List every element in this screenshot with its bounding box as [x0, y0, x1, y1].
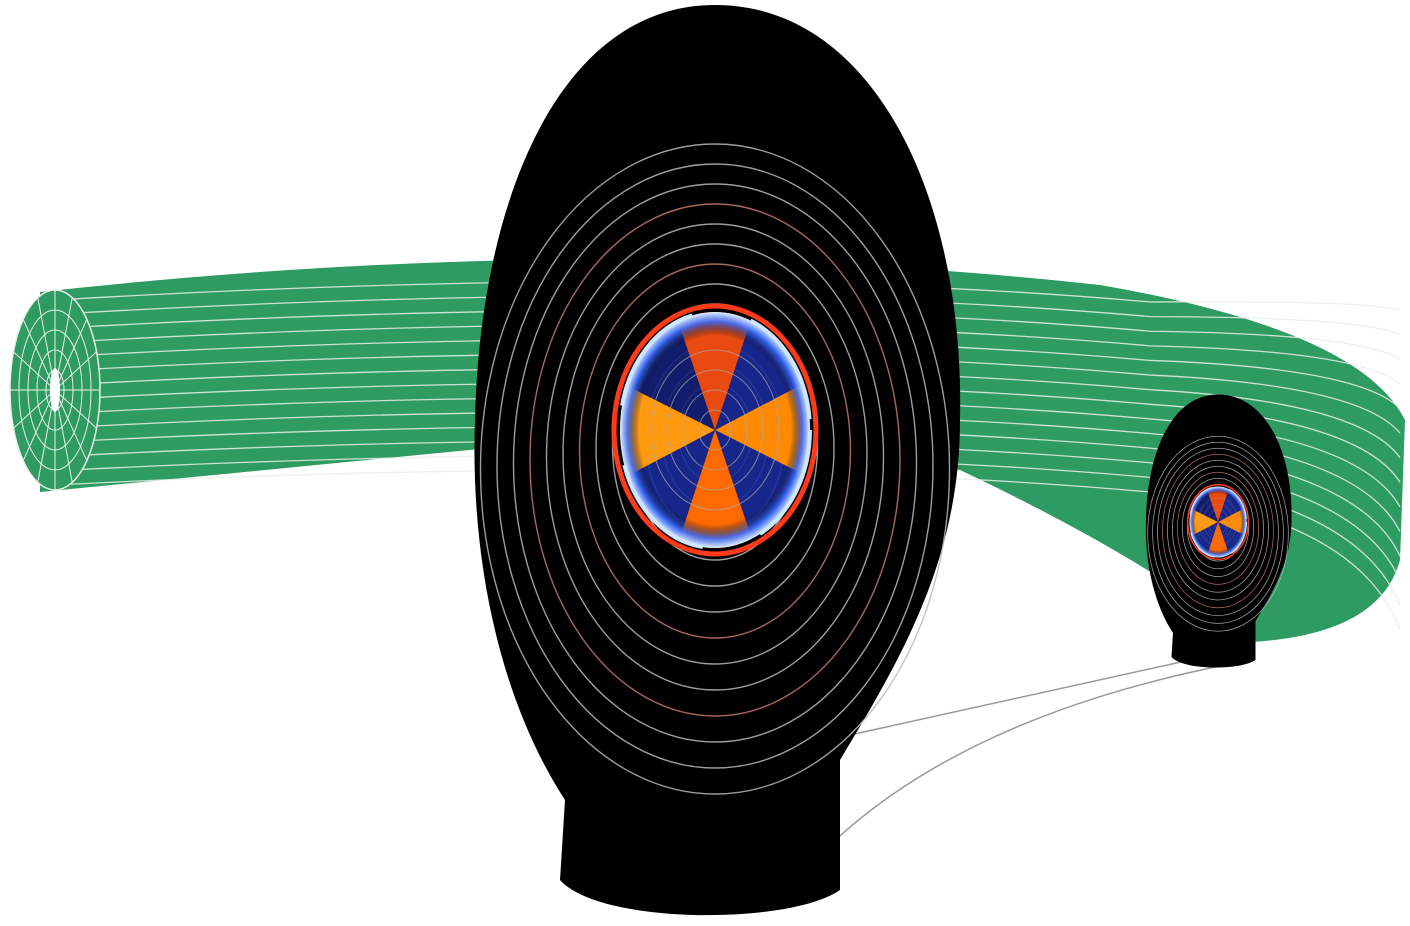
flux-surface [562, 243, 868, 665]
torus-end-spoke [22, 319, 56, 391]
torus-end-spoke [22, 389, 56, 461]
core-surface [1203, 503, 1233, 541]
torus-end-spoke [13, 351, 56, 391]
flux-surface [1181, 477, 1255, 577]
flux-surface [595, 283, 835, 613]
torus-end-spoke [54, 389, 97, 429]
cross-section [1145, 394, 1292, 668]
connector [814, 664, 1226, 861]
core-surface [1198, 497, 1238, 547]
torus-end-spoke [13, 389, 56, 429]
torus-stripe [54, 469, 1401, 631]
torus-end-spoke [54, 351, 97, 391]
mode-ring-red [1186, 484, 1250, 560]
flux-surface [1152, 441, 1284, 624]
flux-surface [578, 263, 852, 639]
mode-ring-blue [618, 310, 812, 550]
flux-surface [545, 223, 885, 691]
core-surface [698, 409, 732, 451]
mode-ring-blue [1188, 485, 1248, 559]
core-surface [1213, 515, 1223, 529]
flux-surface [1172, 465, 1264, 593]
mode-glow [1189, 486, 1247, 558]
torus-body [40, 259, 1405, 642]
flux-surface [529, 203, 901, 717]
torus-end-core [50, 368, 60, 412]
flux-surface [1167, 459, 1269, 601]
flux-surface [1147, 435, 1289, 632]
flux-surface [1176, 471, 1260, 585]
cross-section [474, 5, 961, 916]
core-surface [650, 349, 780, 511]
flux-surface [1157, 447, 1279, 616]
core-surface [682, 389, 748, 471]
core-surface [1208, 509, 1228, 535]
mode-ring-red [611, 303, 819, 557]
torus-end-spoke [54, 389, 88, 461]
flux-surface [479, 143, 951, 795]
torus-end-spoke [54, 319, 88, 391]
flux-surface [496, 163, 934, 769]
core-surface [666, 369, 764, 491]
mode-glow [620, 312, 810, 548]
connector [849, 659, 1191, 736]
flux-surface [512, 183, 918, 743]
